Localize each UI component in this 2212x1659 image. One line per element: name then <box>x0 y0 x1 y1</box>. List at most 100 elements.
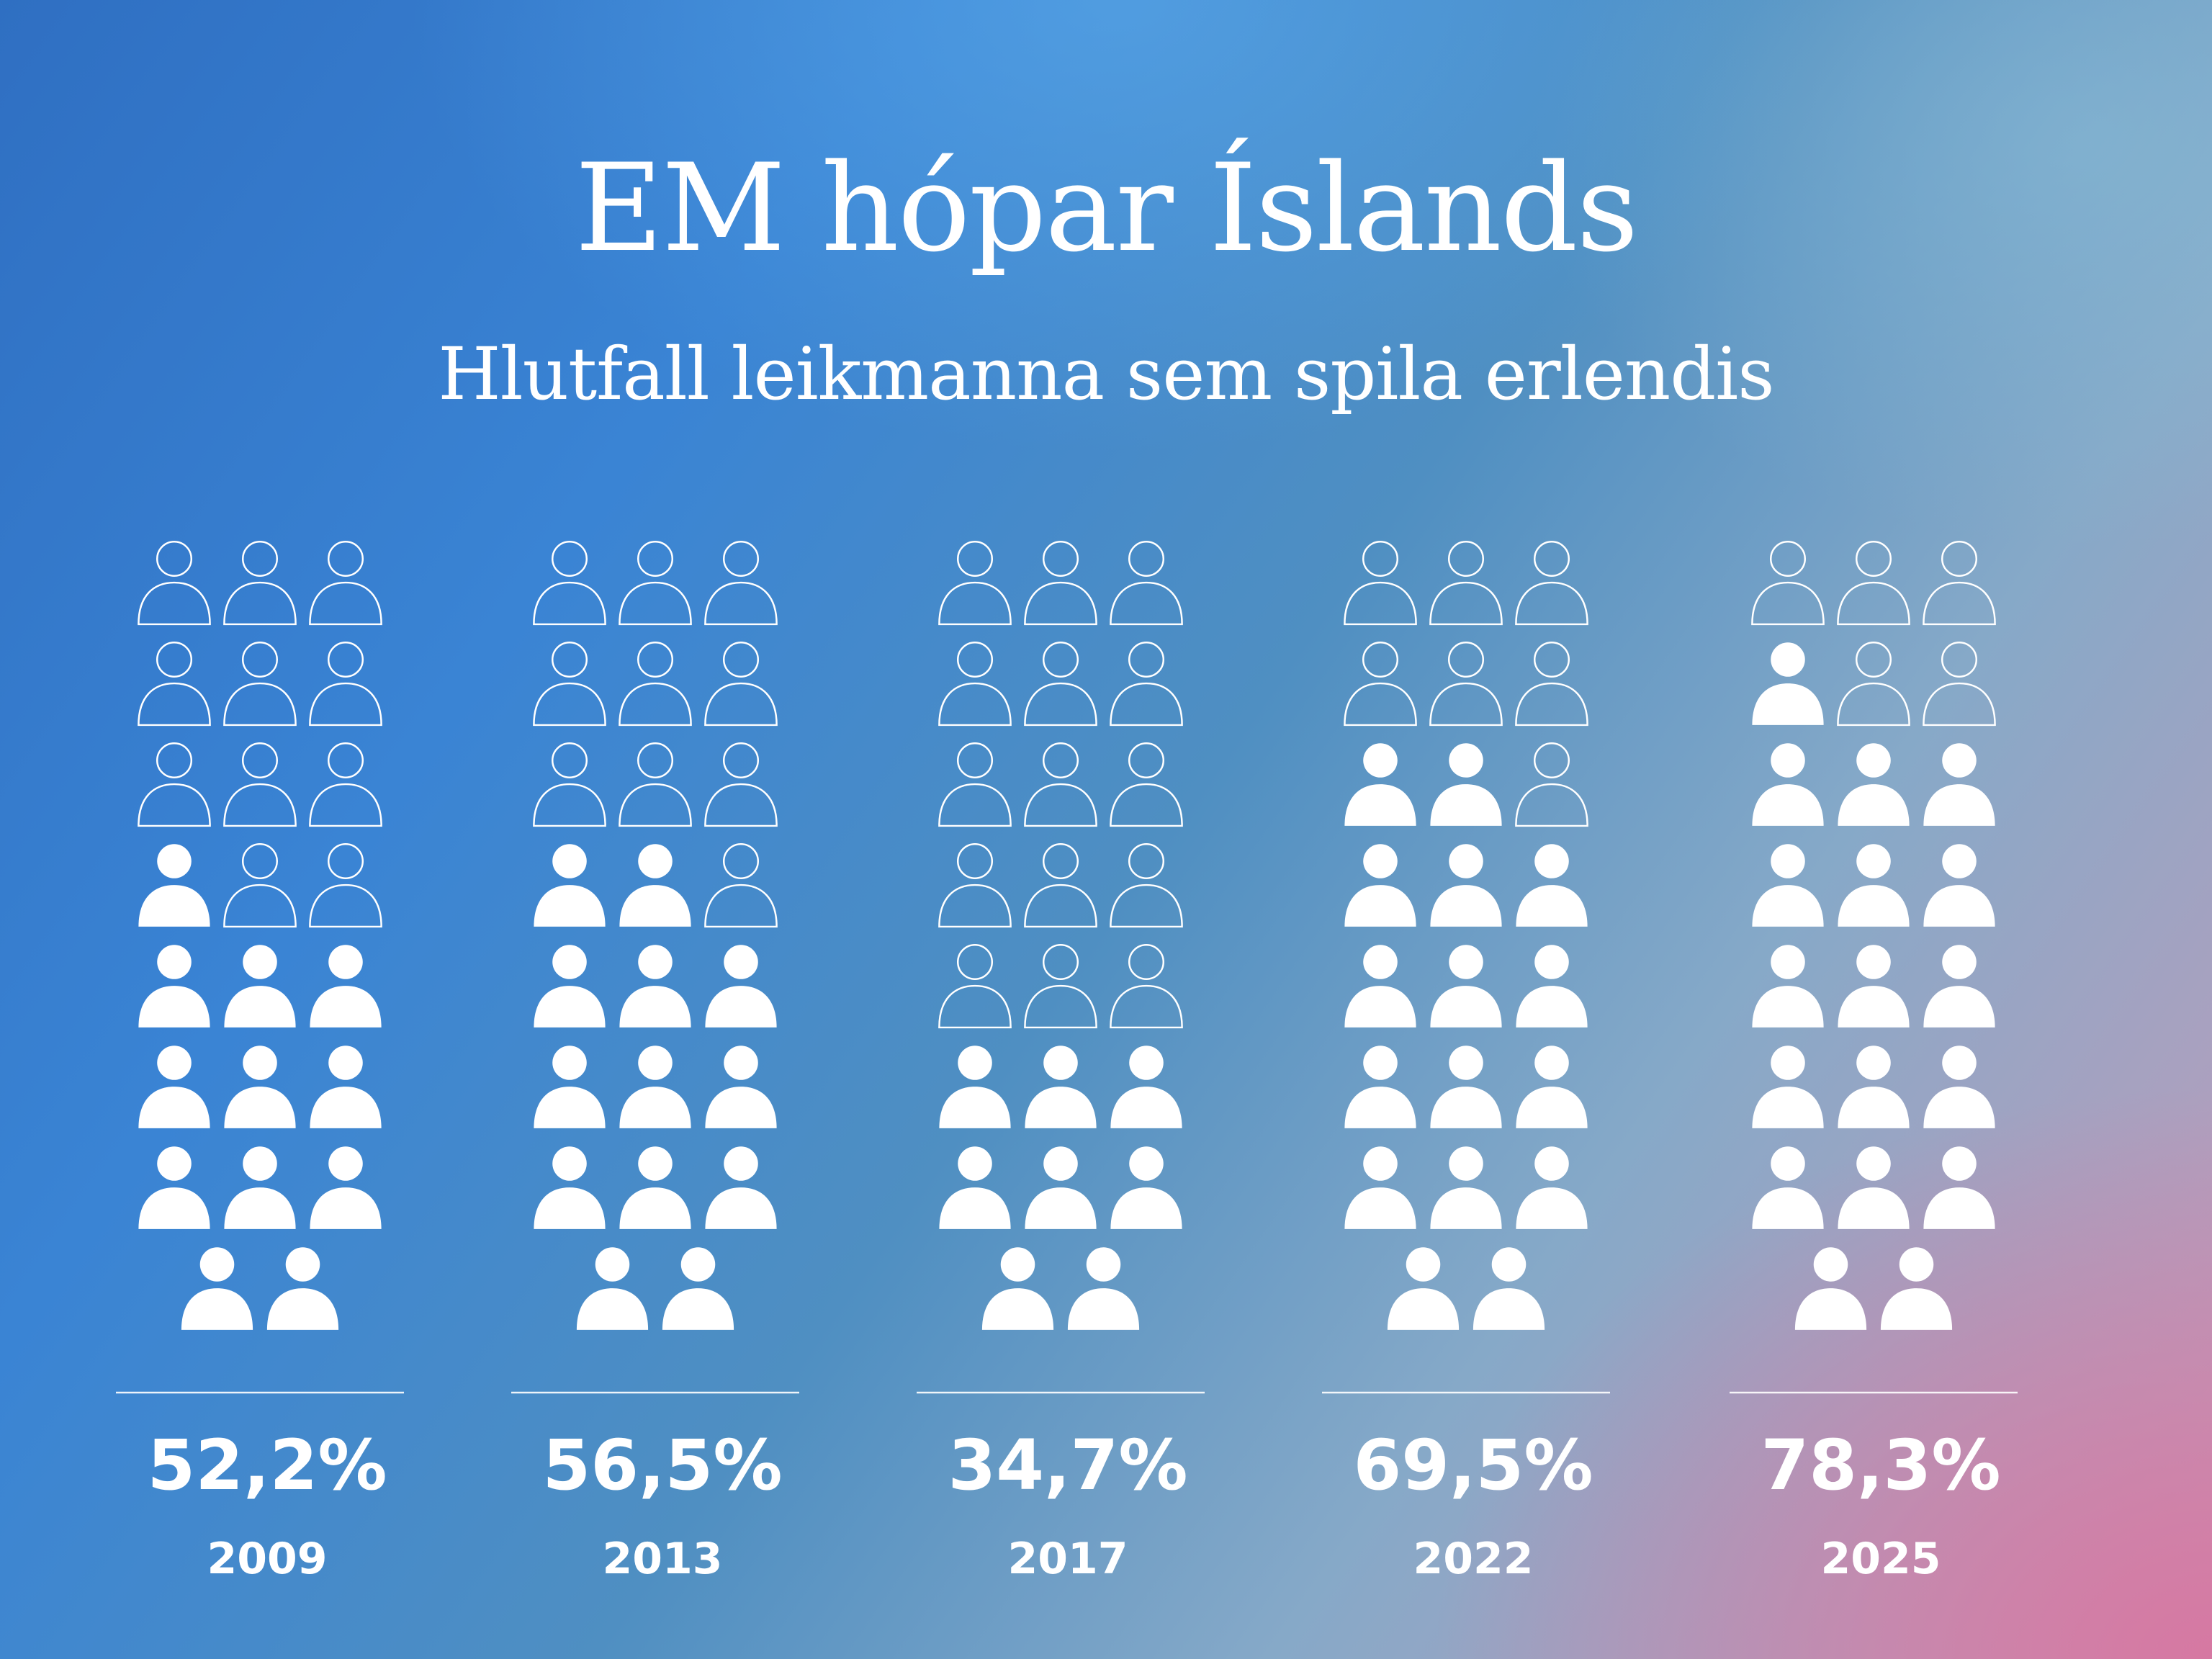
person-icon-filled <box>1344 945 1416 1028</box>
person-icon-outline <box>138 540 211 626</box>
person-icon-outline <box>1110 842 1183 928</box>
person-icon-filled <box>1880 1247 1953 1330</box>
person-icon-outline <box>1110 540 1183 626</box>
person-icon-filled <box>1430 1146 1502 1229</box>
person-icon-outline <box>1923 540 1996 626</box>
person-icon-outline <box>704 641 778 727</box>
person-icon-filled <box>1067 1247 1140 1330</box>
person-icon-filled <box>1923 1146 1995 1229</box>
person-icon-outline <box>1923 641 1996 727</box>
person-icon-filled <box>181 1247 253 1330</box>
chart-subtitle: Hlutfall leikmanna sem spila erlendis <box>438 332 1774 416</box>
person-icon-filled <box>534 844 606 927</box>
person-icon-filled <box>1430 844 1502 927</box>
person-icon-filled <box>1752 743 1824 826</box>
person-icon-filled <box>534 945 606 1028</box>
person-icon-outline <box>619 742 692 827</box>
person-icon-filled <box>1025 1146 1097 1229</box>
person-icon-outline <box>533 641 606 727</box>
person-icon-outline <box>619 641 692 727</box>
person-icon-outline <box>1024 943 1097 1029</box>
person-icon-outline <box>309 742 382 827</box>
person-icon-filled <box>1923 844 1995 927</box>
person-icon-filled <box>310 1046 382 1128</box>
person-icon-outline <box>1024 641 1097 727</box>
person-icon-filled <box>1923 945 1995 1028</box>
person-icon-outline <box>938 943 1012 1029</box>
year-label: 2009 <box>207 1534 328 1584</box>
year-label: 2013 <box>603 1534 723 1584</box>
person-icon-outline <box>1024 742 1097 827</box>
person-icon-outline <box>223 842 297 928</box>
group-2009: 52,2% 2009 <box>116 540 404 1584</box>
person-icon-filled <box>939 1046 1011 1128</box>
person-icon-filled <box>1344 844 1416 927</box>
person-icon-outline <box>1024 540 1097 626</box>
person-icon-filled <box>1838 743 1910 826</box>
person-icon-outline <box>138 641 211 727</box>
person-icon-outline <box>938 742 1012 827</box>
person-icon-filled <box>1516 1046 1588 1128</box>
person-icon-outline <box>223 742 297 827</box>
person-icon-filled <box>1473 1247 1545 1330</box>
person-icon-outline <box>1344 641 1417 727</box>
person-icon-filled <box>266 1247 339 1330</box>
person-icon-filled <box>224 1146 296 1229</box>
chart-title: EM hópar Íslands <box>575 138 1638 279</box>
person-icon-outline <box>1024 842 1097 928</box>
person-icon-filled <box>1025 1046 1097 1128</box>
person-icon-filled <box>1752 642 1824 725</box>
person-icon-filled <box>705 1146 777 1229</box>
person-icon-filled <box>705 1046 777 1128</box>
person-icon-outline <box>1110 943 1183 1029</box>
person-icon-filled <box>1752 945 1824 1028</box>
person-icon-filled <box>1516 945 1588 1028</box>
person-icon-outline <box>138 742 211 827</box>
person-icon-filled <box>662 1247 734 1330</box>
person-icon-filled <box>310 945 382 1028</box>
person-icon-filled <box>619 1146 691 1229</box>
person-icon-filled <box>1923 743 1995 826</box>
person-icon-filled <box>224 945 296 1028</box>
person-icon-filled <box>1387 1247 1460 1330</box>
person-icon-outline <box>1110 641 1183 727</box>
person-icon-filled <box>138 945 210 1028</box>
person-icon-outline <box>223 641 297 727</box>
person-icon-filled <box>939 1146 1011 1229</box>
person-icon-outline <box>704 742 778 827</box>
person-icon-outline <box>1429 540 1503 626</box>
person-icon-filled <box>138 1046 210 1128</box>
percent-label: 78,3% <box>1761 1425 2000 1506</box>
person-icon-filled <box>1110 1046 1182 1128</box>
person-icon-filled <box>1838 1046 1910 1128</box>
person-icon-outline <box>938 641 1012 727</box>
person-icon-filled <box>1516 1146 1588 1229</box>
person-icon-outline <box>1751 540 1825 626</box>
group-2017: 34,7% 2017 <box>917 540 1205 1584</box>
person-icon-filled <box>1838 1146 1910 1229</box>
person-icon-outline <box>938 540 1012 626</box>
person-icon-filled <box>619 844 691 927</box>
person-icon-outline <box>619 540 692 626</box>
person-icon-filled <box>1110 1146 1182 1229</box>
person-icon-filled <box>1344 1146 1416 1229</box>
person-icon-filled <box>1838 945 1910 1028</box>
person-icon-outline <box>309 842 382 928</box>
person-icon-filled <box>224 1046 296 1128</box>
person-icon-filled <box>1430 743 1502 826</box>
person-icon-filled <box>1516 844 1588 927</box>
person-icon-filled <box>619 945 691 1028</box>
percent-label: 69,5% <box>1353 1425 1593 1506</box>
person-icon-outline <box>704 842 778 928</box>
year-label: 2025 <box>1821 1534 1941 1584</box>
person-icon-filled <box>138 1146 210 1229</box>
group-2025: 78,3% 2025 <box>1730 540 2018 1584</box>
person-icon-filled <box>138 844 210 927</box>
person-icon-filled <box>619 1046 691 1128</box>
person-icon-outline <box>533 540 606 626</box>
person-icon-outline <box>1110 742 1183 827</box>
person-icon-filled <box>981 1247 1054 1330</box>
person-icon-filled <box>705 945 777 1028</box>
person-icon-outline <box>1429 641 1503 727</box>
